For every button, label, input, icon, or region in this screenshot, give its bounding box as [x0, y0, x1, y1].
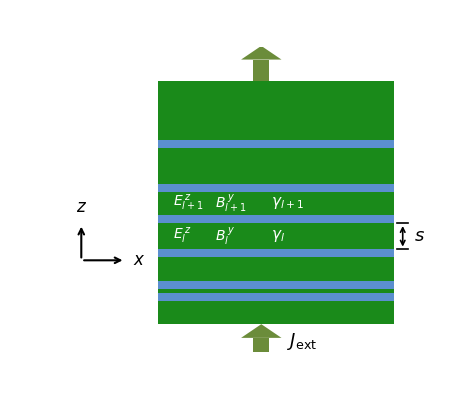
- Bar: [253, 60, 269, 81]
- Text: $s$: $s$: [414, 228, 425, 245]
- Bar: [158, 250, 393, 257]
- Text: $\gamma_{l+1}$: $\gamma_{l+1}$: [271, 196, 304, 211]
- Bar: [158, 81, 393, 324]
- Text: $E_{l+1}^{\,z}$: $E_{l+1}^{\,z}$: [173, 194, 203, 213]
- Bar: [158, 140, 393, 148]
- Polygon shape: [241, 324, 282, 338]
- Bar: [253, 338, 269, 359]
- Bar: [158, 184, 393, 192]
- Bar: [158, 293, 393, 301]
- Text: $B_{l+1}^{\,y}$: $B_{l+1}^{\,y}$: [215, 192, 246, 214]
- Text: $z$: $z$: [76, 198, 87, 216]
- Polygon shape: [241, 46, 282, 60]
- Text: $J_{\rm ext}$: $J_{\rm ext}$: [287, 331, 317, 352]
- Bar: [158, 281, 393, 289]
- Text: $x$: $x$: [133, 251, 145, 269]
- Bar: [158, 215, 393, 223]
- Text: $B_{l}^{\,y}$: $B_{l}^{\,y}$: [215, 226, 235, 247]
- Text: $E_{l}^{\,z}$: $E_{l}^{\,z}$: [173, 226, 191, 246]
- Text: $\gamma_{l}$: $\gamma_{l}$: [271, 228, 285, 245]
